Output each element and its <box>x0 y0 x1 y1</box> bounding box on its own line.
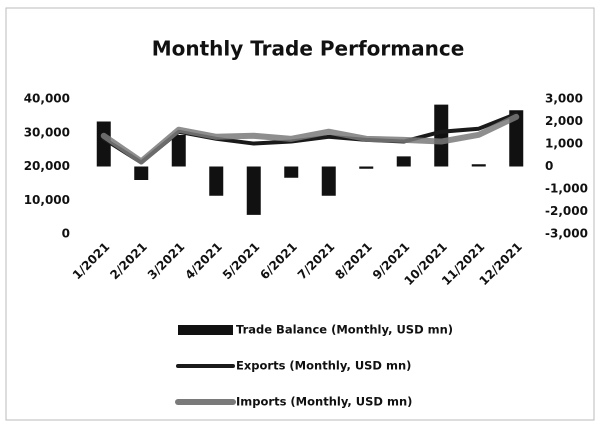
y-tick-label: 20,000 <box>24 159 70 173</box>
line <box>100 113 520 165</box>
legend-label: Exports (Monthly, USD mn) <box>236 359 411 373</box>
x-tick-label: 3/2021 <box>145 240 188 283</box>
bar <box>171 135 186 167</box>
legend-label: Trade Balance (Monthly, USD mn) <box>236 323 453 337</box>
bar <box>284 166 299 178</box>
bar <box>509 110 524 167</box>
legend-swatch <box>178 325 233 335</box>
bar <box>209 166 224 196</box>
bar <box>96 121 111 167</box>
y2-tick-label: 0 <box>545 159 553 173</box>
x-tick-label: 1/2021 <box>70 240 113 283</box>
bar <box>246 166 261 215</box>
y-tick-label: 0 <box>62 227 70 241</box>
y2-tick-label: -3,000 <box>545 227 588 241</box>
x-tick-label: 8/2021 <box>332 240 375 283</box>
x-tick-label: 6/2021 <box>257 240 300 283</box>
y2-tick-label: 1,000 <box>545 137 583 151</box>
chart-title: Monthly Trade Performance <box>152 37 465 61</box>
y2-tick-label: -2,000 <box>545 204 588 218</box>
x-tick-label: 7/2021 <box>295 240 338 283</box>
x-tick-label: 4/2021 <box>182 240 225 283</box>
y-tick-label: 40,000 <box>24 92 70 106</box>
y2-tick-label: 3,000 <box>545 92 583 106</box>
bar <box>134 166 149 180</box>
legend-label: Imports (Monthly, USD mn) <box>236 395 412 409</box>
y2-tick-label: 2,000 <box>545 114 583 128</box>
x-tick-label: 2/2021 <box>107 240 150 283</box>
y-tick-label: 30,000 <box>24 125 70 139</box>
x-tick-label: 5/2021 <box>220 240 263 283</box>
chart-frame <box>5 7 595 421</box>
y2-tick-label: -1,000 <box>545 182 588 196</box>
bar <box>396 156 411 167</box>
bar <box>321 166 336 196</box>
bar <box>471 164 486 167</box>
bar <box>359 166 374 169</box>
bar <box>434 104 449 167</box>
y-tick-label: 10,000 <box>24 193 70 207</box>
